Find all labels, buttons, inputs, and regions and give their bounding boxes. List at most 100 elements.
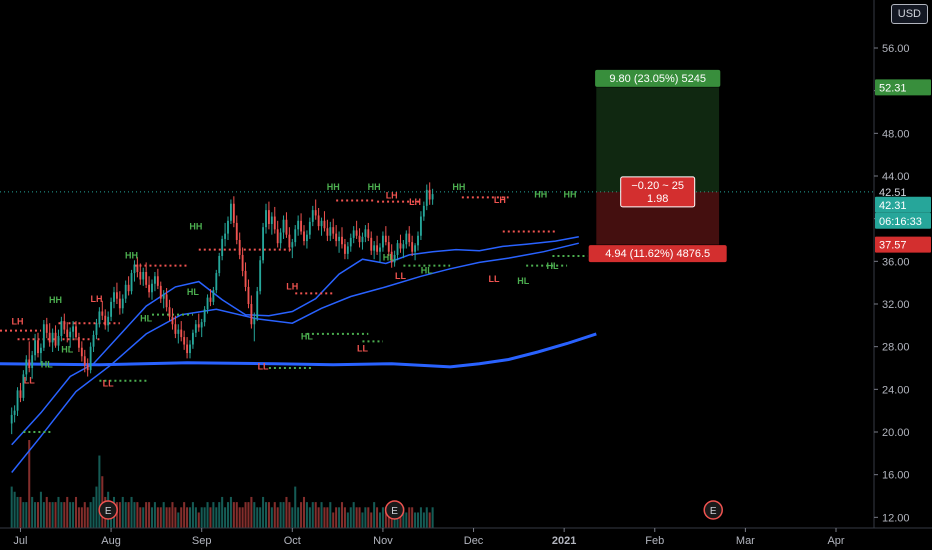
candle-body[interactable]: [235, 222, 238, 240]
candle-body[interactable]: [121, 298, 124, 309]
candle-body[interactable]: [194, 324, 197, 333]
candle-body[interactable]: [335, 233, 338, 242]
time-scale[interactable]: Jul Aug Sep Oct Nov Dec 2021 Feb Mar Apr: [0, 527, 932, 550]
candle-body[interactable]: [311, 210, 314, 222]
candle-body[interactable]: [86, 364, 89, 371]
candle-body[interactable]: [83, 356, 86, 365]
candle-body[interactable]: [139, 272, 142, 280]
candle-body[interactable]: [197, 324, 200, 328]
candle-body[interactable]: [419, 216, 422, 236]
candle-body[interactable]: [273, 216, 276, 230]
candle-body[interactable]: [218, 256, 221, 274]
candle-body[interactable]: [159, 285, 162, 299]
candle-body[interactable]: [54, 332, 57, 346]
candle-body[interactable]: [238, 240, 241, 255]
candle-body[interactable]: [92, 334, 95, 347]
candle-body[interactable]: [215, 273, 218, 291]
candle-body[interactable]: [244, 270, 247, 287]
candle-body[interactable]: [414, 245, 417, 252]
candle-body[interactable]: [174, 324, 177, 334]
candle-body[interactable]: [151, 283, 153, 293]
candle-body[interactable]: [320, 220, 323, 227]
candle-body[interactable]: [314, 210, 317, 216]
candle-body[interactable]: [75, 326, 77, 338]
candle-body[interactable]: [308, 221, 311, 235]
candle-body[interactable]: [288, 234, 291, 248]
candle-body[interactable]: [376, 245, 379, 252]
candle-body[interactable]: [262, 227, 265, 261]
candle-body[interactable]: [355, 230, 358, 236]
candle-body[interactable]: [37, 340, 39, 354]
earnings-marker[interactable]: [98, 500, 118, 520]
candle-body[interactable]: [294, 229, 297, 243]
candle-body[interactable]: [303, 231, 305, 242]
candle-body[interactable]: [156, 276, 159, 286]
candle-body[interactable]: [259, 260, 262, 292]
candle-body[interactable]: [66, 329, 69, 338]
candle-body[interactable]: [206, 297, 209, 310]
candle-body[interactable]: [358, 235, 361, 243]
long-position-tool[interactable]: 9.80 (23.05%) 5245 4.94 (11.62%) 4876.5 −0…: [588, 69, 727, 263]
candle-body[interactable]: [300, 220, 303, 232]
candle-body[interactable]: [200, 322, 203, 328]
candle-body[interactable]: [379, 247, 381, 252]
candle-body[interactable]: [224, 233, 227, 239]
candle-body[interactable]: [402, 244, 405, 249]
candle-body[interactable]: [349, 237, 352, 247]
candle-body[interactable]: [136, 264, 139, 272]
candle-body[interactable]: [39, 347, 42, 354]
candle-body[interactable]: [352, 230, 355, 238]
candle-body[interactable]: [411, 242, 414, 252]
candle-body[interactable]: [364, 229, 367, 237]
candle-body[interactable]: [338, 236, 341, 242]
candle-body[interactable]: [276, 229, 279, 244]
candle-body[interactable]: [25, 359, 28, 375]
profit-zone[interactable]: [596, 87, 720, 192]
candle-body[interactable]: [422, 205, 425, 217]
candle-body[interactable]: [229, 203, 232, 221]
candle-body[interactable]: [399, 243, 402, 249]
candle-body[interactable]: [241, 254, 244, 271]
candle-body[interactable]: [405, 233, 408, 245]
candle-body[interactable]: [227, 220, 229, 234]
candle-body[interactable]: [127, 284, 130, 292]
candle-body[interactable]: [13, 410, 16, 415]
candle-body[interactable]: [393, 254, 396, 263]
candle-body[interactable]: [69, 331, 72, 338]
candle-body[interactable]: [10, 414, 13, 424]
candle-body[interactable]: [285, 219, 288, 235]
candle-body[interactable]: [162, 294, 165, 299]
candle-body[interactable]: [425, 189, 428, 206]
candle-body[interactable]: [282, 219, 285, 233]
candle-body[interactable]: [186, 344, 189, 354]
candle-body[interactable]: [130, 273, 133, 292]
candle-body[interactable]: [22, 374, 25, 398]
candle-body[interactable]: [270, 216, 273, 224]
candle-body[interactable]: [89, 346, 92, 371]
candle-body[interactable]: [51, 332, 54, 343]
candle-body[interactable]: [346, 246, 349, 254]
candle-body[interactable]: [31, 355, 34, 368]
candle-body[interactable]: [77, 337, 80, 348]
candle-body[interactable]: [101, 311, 104, 316]
candlesticks[interactable]: [10, 182, 434, 435]
candle-body[interactable]: [72, 326, 75, 332]
candle-body[interactable]: [16, 390, 19, 411]
candle-body[interactable]: [183, 337, 186, 345]
candle-body[interactable]: [34, 340, 37, 356]
candle-body[interactable]: [63, 321, 66, 330]
candle-body[interactable]: [95, 323, 98, 335]
candle-body[interactable]: [367, 229, 370, 238]
candle-body[interactable]: [60, 321, 63, 336]
candle-body[interactable]: [373, 245, 376, 251]
candle-body[interactable]: [326, 228, 329, 236]
candle-body[interactable]: [171, 316, 174, 325]
candle-body[interactable]: [212, 290, 215, 302]
candle-body[interactable]: [343, 244, 346, 254]
candle-body[interactable]: [145, 272, 148, 285]
candle-body[interactable]: [305, 234, 308, 242]
candle-body[interactable]: [118, 298, 121, 309]
candle-body[interactable]: [381, 235, 384, 248]
candle-body[interactable]: [189, 344, 191, 354]
